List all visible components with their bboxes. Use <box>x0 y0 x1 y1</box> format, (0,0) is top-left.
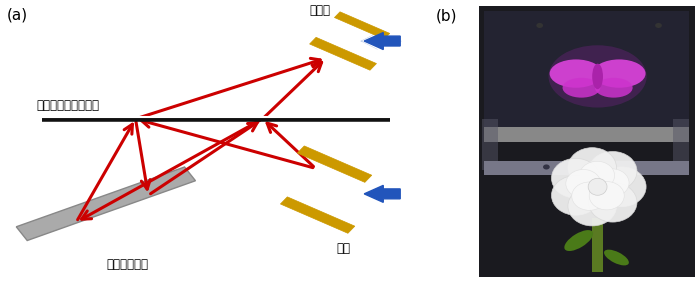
Text: 空中像: 空中像 <box>309 4 330 17</box>
Ellipse shape <box>655 23 662 28</box>
Ellipse shape <box>552 158 600 198</box>
Text: ビームスプリッター: ビームスプリッター <box>36 99 99 112</box>
Ellipse shape <box>552 175 600 215</box>
Bar <box>673 119 690 170</box>
Polygon shape <box>298 146 372 182</box>
Polygon shape <box>335 12 390 39</box>
Ellipse shape <box>593 59 645 88</box>
Ellipse shape <box>550 59 603 88</box>
Ellipse shape <box>589 182 624 210</box>
Ellipse shape <box>580 161 615 190</box>
Ellipse shape <box>572 182 607 210</box>
Ellipse shape <box>563 78 601 98</box>
Ellipse shape <box>589 151 637 191</box>
Ellipse shape <box>536 23 543 28</box>
Ellipse shape <box>588 178 607 195</box>
FancyArrow shape <box>364 185 400 202</box>
Ellipse shape <box>568 186 617 226</box>
Polygon shape <box>281 197 355 233</box>
Text: 再帰反射素子: 再帰反射素子 <box>106 258 148 271</box>
Ellipse shape <box>594 169 629 197</box>
Bar <box>484 161 690 175</box>
Text: 光源: 光源 <box>336 242 350 255</box>
Ellipse shape <box>589 183 637 222</box>
Bar <box>484 127 690 142</box>
Ellipse shape <box>564 230 593 251</box>
Polygon shape <box>592 218 603 272</box>
FancyArrow shape <box>364 33 400 50</box>
Ellipse shape <box>549 45 647 108</box>
Bar <box>479 6 694 277</box>
Ellipse shape <box>592 64 603 89</box>
Ellipse shape <box>566 170 601 198</box>
Bar <box>482 119 498 170</box>
Polygon shape <box>309 37 377 70</box>
Bar <box>484 11 690 136</box>
Ellipse shape <box>595 78 633 98</box>
Ellipse shape <box>568 148 617 187</box>
Polygon shape <box>16 167 195 241</box>
Ellipse shape <box>543 164 550 170</box>
Ellipse shape <box>598 167 646 207</box>
Text: (a): (a) <box>6 7 27 22</box>
Ellipse shape <box>604 250 629 265</box>
Text: (b): (b) <box>436 8 457 23</box>
